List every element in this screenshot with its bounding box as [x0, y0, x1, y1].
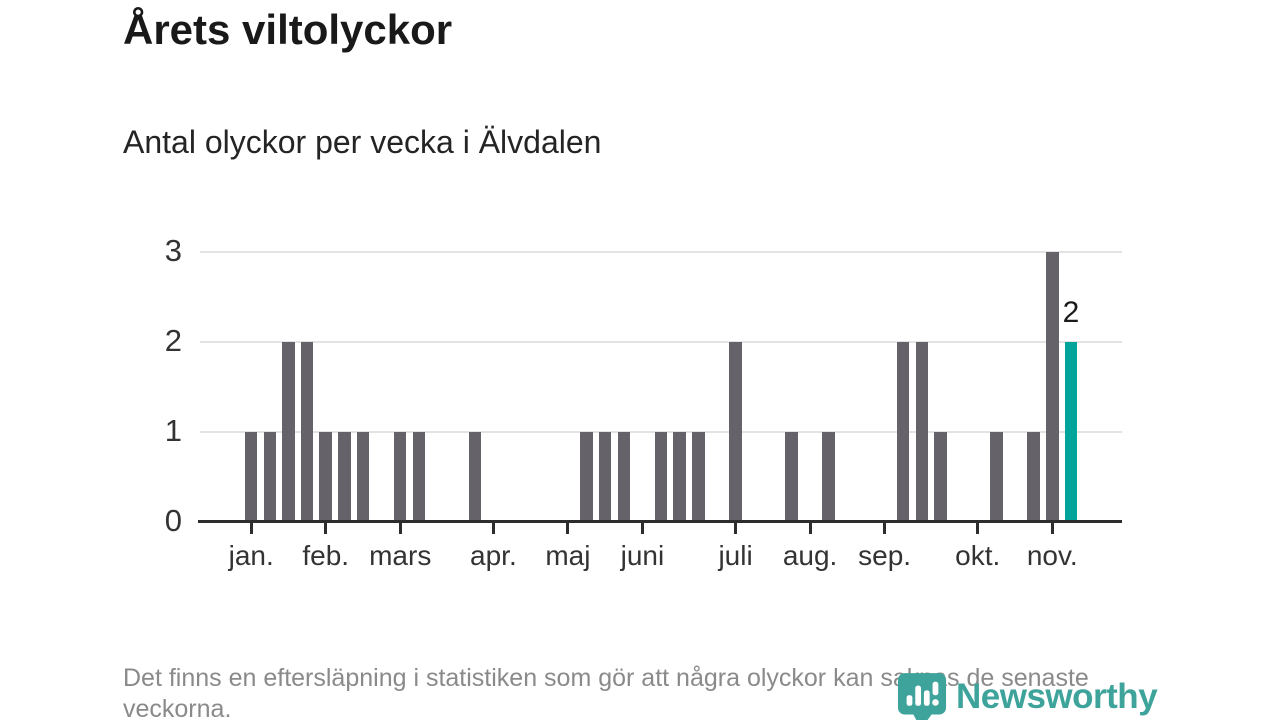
- month-label: feb.: [302, 540, 350, 571]
- month-tick: [249, 523, 253, 534]
- bar: [244, 432, 258, 522]
- bar: [785, 432, 798, 522]
- month-tick: [976, 523, 980, 534]
- month-tick: [883, 523, 887, 534]
- month-tick: [734, 523, 738, 534]
- y-axis-label: 2: [164, 323, 182, 358]
- bar: [1046, 252, 1059, 522]
- newsworthy-wordmark: Newsworthy: [956, 677, 1158, 716]
- month-label: apr.: [470, 540, 517, 571]
- month-label: jan.: [228, 540, 274, 571]
- month-tick: [324, 523, 328, 534]
- bar: [692, 432, 705, 522]
- bar: [393, 432, 407, 522]
- x-axis-line: [198, 520, 1122, 523]
- bar: [282, 342, 295, 522]
- gridline: [200, 341, 1122, 343]
- bar: [617, 432, 631, 522]
- month-tick: [640, 523, 644, 534]
- month-label: juni: [620, 540, 665, 571]
- month-label: sep.: [858, 540, 912, 571]
- bar-chart-pin-icon: [897, 673, 947, 720]
- bar-value-label: 2: [1062, 296, 1080, 329]
- month-tick: [566, 523, 570, 534]
- highlight-bar: [1064, 342, 1078, 522]
- month-label: mars: [369, 540, 432, 571]
- chart-subtitle: Antal olyckor per vecka i Älvdalen: [123, 124, 602, 160]
- bar: [654, 432, 668, 522]
- bar: [598, 432, 612, 522]
- chart-title: Årets viltolyckor: [123, 6, 453, 53]
- month-tick: [398, 523, 402, 534]
- month-label: aug.: [782, 540, 838, 571]
- bar: [673, 432, 686, 522]
- bar: [338, 432, 351, 522]
- y-axis-label: 1: [164, 413, 182, 448]
- bar: [468, 432, 481, 522]
- month-label: okt.: [955, 540, 1001, 571]
- newsworthy-logo: Newsworthy: [897, 672, 1158, 720]
- bar: [1027, 432, 1040, 522]
- bar: [934, 432, 947, 522]
- bar: [822, 432, 835, 522]
- bar: [896, 342, 910, 522]
- bar: [300, 342, 314, 522]
- y-axis-label: 3: [164, 233, 182, 268]
- gridline: [200, 251, 1122, 253]
- bar: [263, 432, 277, 522]
- bar: [356, 432, 370, 522]
- bar: [412, 432, 426, 522]
- bar: [729, 342, 742, 522]
- bar: [990, 432, 1003, 522]
- month-label: maj: [545, 540, 591, 571]
- month-label: juli: [718, 540, 753, 571]
- bar: [580, 432, 593, 522]
- month-tick: [491, 523, 495, 534]
- bar: [915, 342, 929, 522]
- month-tick: [808, 523, 812, 534]
- month-tick: [1050, 523, 1054, 534]
- month-label: nov.: [1026, 540, 1078, 571]
- bar: [319, 432, 332, 522]
- y-axis-label: 0: [164, 503, 182, 538]
